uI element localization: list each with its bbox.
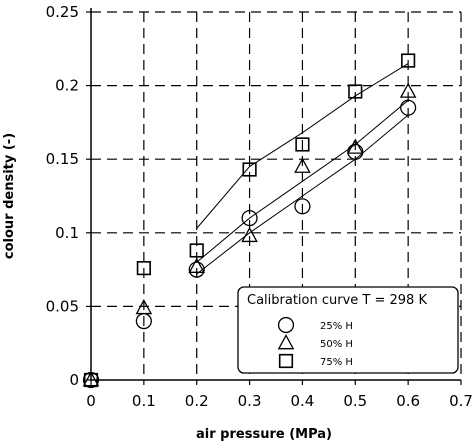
x-tick-label: 0.1 (132, 392, 156, 410)
x-tick-label: 0.2 (185, 392, 209, 410)
y-axis-label: colour density (-) (2, 133, 17, 259)
x-tick-label: 0.5 (343, 392, 367, 410)
legend-label: 50% H (320, 339, 353, 350)
data-point-square (295, 137, 310, 152)
data-point-square (401, 53, 416, 68)
data-point-circle (400, 99, 417, 116)
data-point-triangle (241, 226, 258, 243)
legend-label: 75% H (320, 357, 353, 368)
data-point-triangle (399, 82, 417, 98)
x-tick-label: 0.3 (238, 392, 262, 410)
calibration-curve (196, 63, 409, 229)
data-point-circle (241, 209, 258, 227)
x-axis-label: air pressure (MPa) (196, 427, 332, 442)
x-tick-label: 0.4 (290, 392, 314, 410)
calibration-curve (196, 99, 409, 263)
legend-box (237, 286, 459, 374)
data-point-triangle (188, 257, 206, 273)
data-point-square (242, 162, 257, 177)
x-tick-label: 0.6 (396, 392, 420, 410)
y-tick-label: 0.05 (46, 297, 79, 315)
data-point-triangle (346, 138, 364, 154)
calibration-curve (196, 114, 409, 275)
data-point-square (83, 372, 99, 388)
y-tick-label: 0.25 (46, 3, 79, 21)
data-point-square (136, 261, 151, 276)
data-point-triangle (135, 298, 153, 315)
data-point-triangle (294, 157, 311, 173)
legend-title: Calibration curve T = 298 K (247, 293, 427, 308)
data-point-square (348, 84, 363, 99)
legend-label: 25% H (320, 321, 353, 332)
x-tick-label: 0 (86, 392, 96, 410)
legend-marker-circle (277, 316, 295, 334)
data-point-circle (188, 261, 205, 278)
y-tick-label: 0.15 (46, 150, 79, 168)
y-tick-label: 0.2 (55, 77, 79, 95)
data-point-circle (294, 198, 311, 215)
x-tick-label: 0.7 (449, 392, 473, 410)
legend-marker-triangle (277, 334, 295, 350)
y-tick-label: 0.1 (55, 224, 79, 242)
legend-marker-square (278, 353, 294, 369)
y-tick-label: 0 (69, 371, 79, 389)
data-point-circle (347, 143, 364, 160)
data-point-square (189, 243, 204, 258)
